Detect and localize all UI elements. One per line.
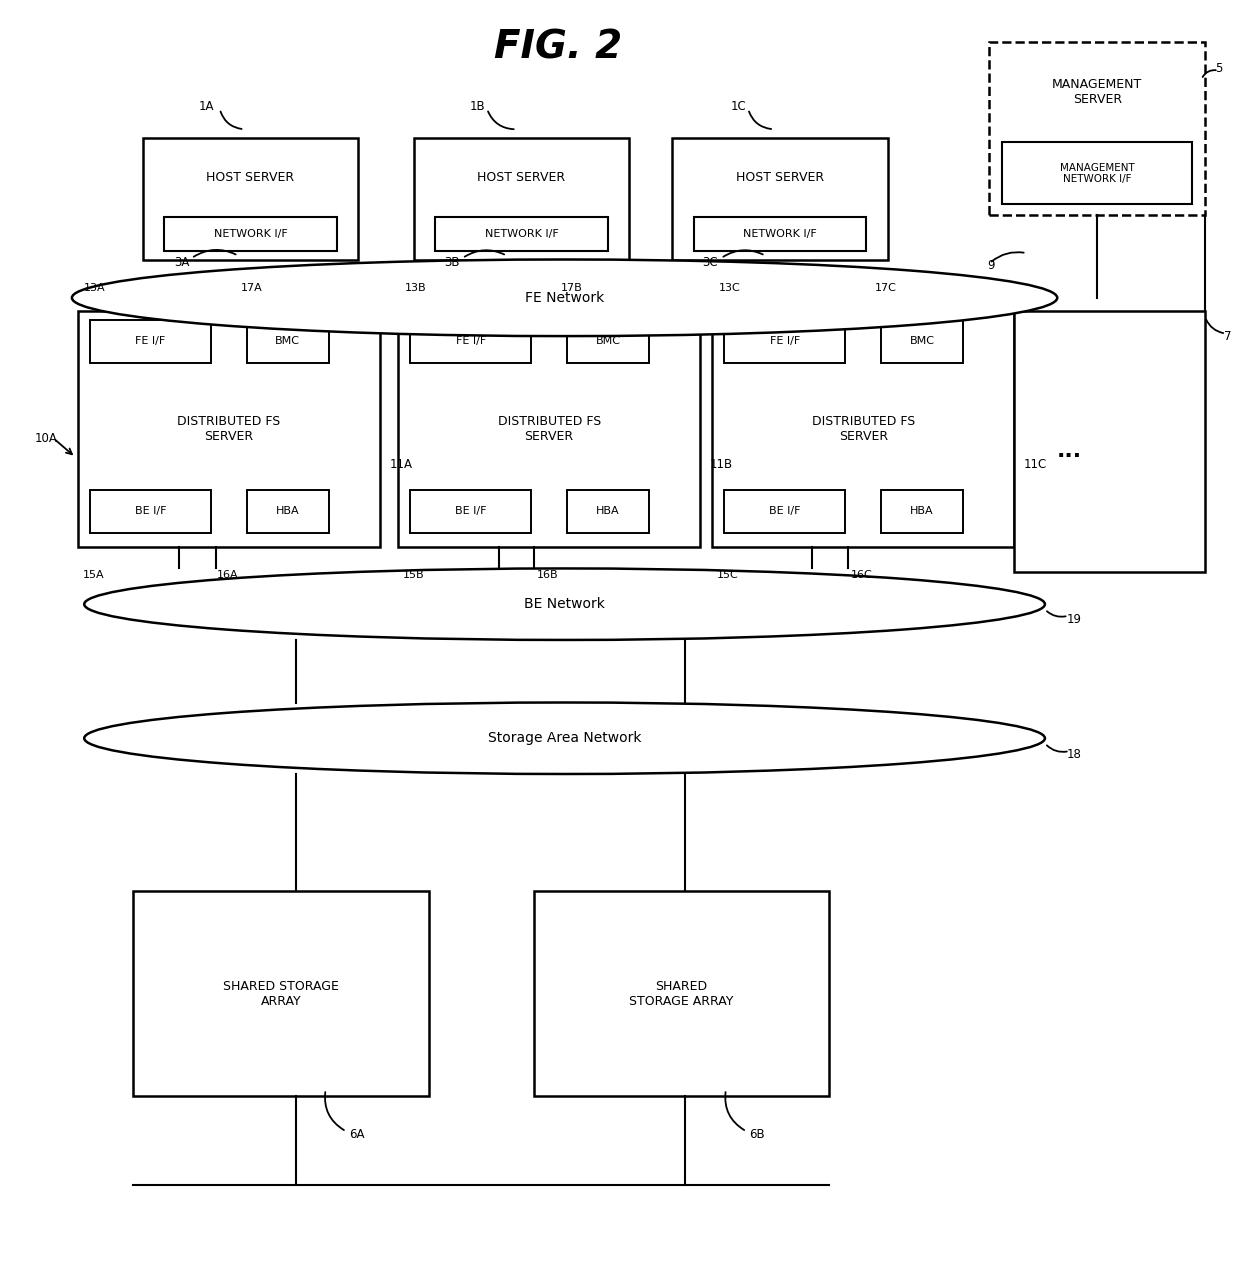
Text: 17C: 17C: [875, 283, 897, 293]
Text: 15A: 15A: [83, 569, 104, 580]
Bar: [410, 490, 531, 532]
Text: BE I/F: BE I/F: [455, 506, 486, 517]
Text: 6B: 6B: [749, 1127, 765, 1141]
Text: HBA: HBA: [910, 506, 934, 517]
Text: 16C: 16C: [851, 569, 873, 580]
Text: 18: 18: [1068, 748, 1083, 761]
Text: 9: 9: [987, 260, 994, 272]
Text: HOST SERVER: HOST SERVER: [206, 171, 295, 184]
Text: 11C: 11C: [1024, 457, 1048, 470]
Text: 3B: 3B: [444, 256, 459, 269]
Text: HBA: HBA: [596, 506, 620, 517]
Bar: [398, 311, 701, 546]
Text: FE I/F: FE I/F: [455, 337, 486, 346]
Bar: [78, 311, 379, 546]
Text: FE I/F: FE I/F: [135, 337, 166, 346]
Text: Storage Area Network: Storage Area Network: [487, 731, 641, 745]
Text: FE Network: FE Network: [525, 290, 604, 305]
Bar: [1002, 143, 1192, 204]
Bar: [247, 490, 329, 532]
Text: 7: 7: [1224, 329, 1231, 343]
Text: FIG. 2: FIG. 2: [495, 28, 622, 67]
Text: 3A: 3A: [174, 256, 190, 269]
Text: 5: 5: [1215, 62, 1223, 75]
Text: 11B: 11B: [711, 457, 733, 470]
Text: 13A: 13A: [84, 283, 105, 293]
Text: 13C: 13C: [718, 283, 740, 293]
Text: BMC: BMC: [910, 337, 935, 346]
Bar: [712, 311, 1014, 546]
Text: MANAGEMENT
SERVER: MANAGEMENT SERVER: [1053, 78, 1142, 107]
Text: HOST SERVER: HOST SERVER: [477, 171, 565, 184]
Bar: [1014, 311, 1205, 572]
Text: 1C: 1C: [730, 100, 746, 113]
Bar: [143, 139, 358, 260]
Text: NETWORK I/F: NETWORK I/F: [213, 229, 288, 239]
Text: HBA: HBA: [277, 506, 300, 517]
Bar: [164, 217, 337, 251]
Text: MANAGEMENT
NETWORK I/F: MANAGEMENT NETWORK I/F: [1060, 163, 1135, 184]
Text: NETWORK I/F: NETWORK I/F: [485, 229, 558, 239]
Bar: [567, 490, 649, 532]
Text: DISTRIBUTED FS
SERVER: DISTRIBUTED FS SERVER: [177, 415, 280, 442]
Text: BE I/F: BE I/F: [135, 506, 166, 517]
Text: DISTRIBUTED FS
SERVER: DISTRIBUTED FS SERVER: [812, 415, 915, 442]
Bar: [882, 320, 962, 362]
Bar: [882, 490, 962, 532]
Text: 16A: 16A: [217, 569, 238, 580]
Text: SHARED
STORAGE ARRAY: SHARED STORAGE ARRAY: [630, 979, 734, 1007]
Ellipse shape: [72, 260, 1058, 337]
Text: BE Network: BE Network: [525, 598, 605, 612]
Text: BMC: BMC: [595, 337, 620, 346]
Text: 17A: 17A: [241, 283, 263, 293]
Text: ...: ...: [1056, 441, 1083, 461]
Bar: [435, 217, 608, 251]
Bar: [567, 320, 649, 362]
Bar: [990, 42, 1205, 215]
Bar: [533, 892, 830, 1096]
Text: SHARED STORAGE
ARRAY: SHARED STORAGE ARRAY: [223, 979, 340, 1007]
Bar: [134, 892, 429, 1096]
Text: BMC: BMC: [275, 337, 300, 346]
Text: 6A: 6A: [350, 1127, 365, 1141]
Bar: [91, 320, 211, 362]
Text: DISTRIBUTED FS
SERVER: DISTRIBUTED FS SERVER: [497, 415, 601, 442]
Ellipse shape: [84, 568, 1045, 640]
Text: 1B: 1B: [470, 100, 485, 113]
Bar: [672, 139, 888, 260]
Ellipse shape: [84, 703, 1045, 774]
Text: 13B: 13B: [404, 283, 427, 293]
Text: FE I/F: FE I/F: [770, 337, 800, 346]
Text: 3C: 3C: [703, 256, 718, 269]
Text: 16B: 16B: [537, 569, 559, 580]
Text: 17B: 17B: [562, 283, 583, 293]
Text: 19: 19: [1068, 613, 1083, 626]
Text: 15C: 15C: [717, 569, 739, 580]
Bar: [414, 139, 629, 260]
Bar: [724, 320, 846, 362]
Bar: [410, 320, 531, 362]
Text: HOST SERVER: HOST SERVER: [737, 171, 825, 184]
Bar: [724, 490, 846, 532]
Text: 11A: 11A: [389, 457, 413, 470]
Text: NETWORK I/F: NETWORK I/F: [743, 229, 817, 239]
Text: BE I/F: BE I/F: [769, 506, 801, 517]
Bar: [694, 217, 867, 251]
Bar: [247, 320, 329, 362]
Text: 1A: 1A: [198, 100, 215, 113]
Text: 10A: 10A: [35, 432, 58, 445]
Bar: [91, 490, 211, 532]
Text: 15B: 15B: [403, 569, 425, 580]
